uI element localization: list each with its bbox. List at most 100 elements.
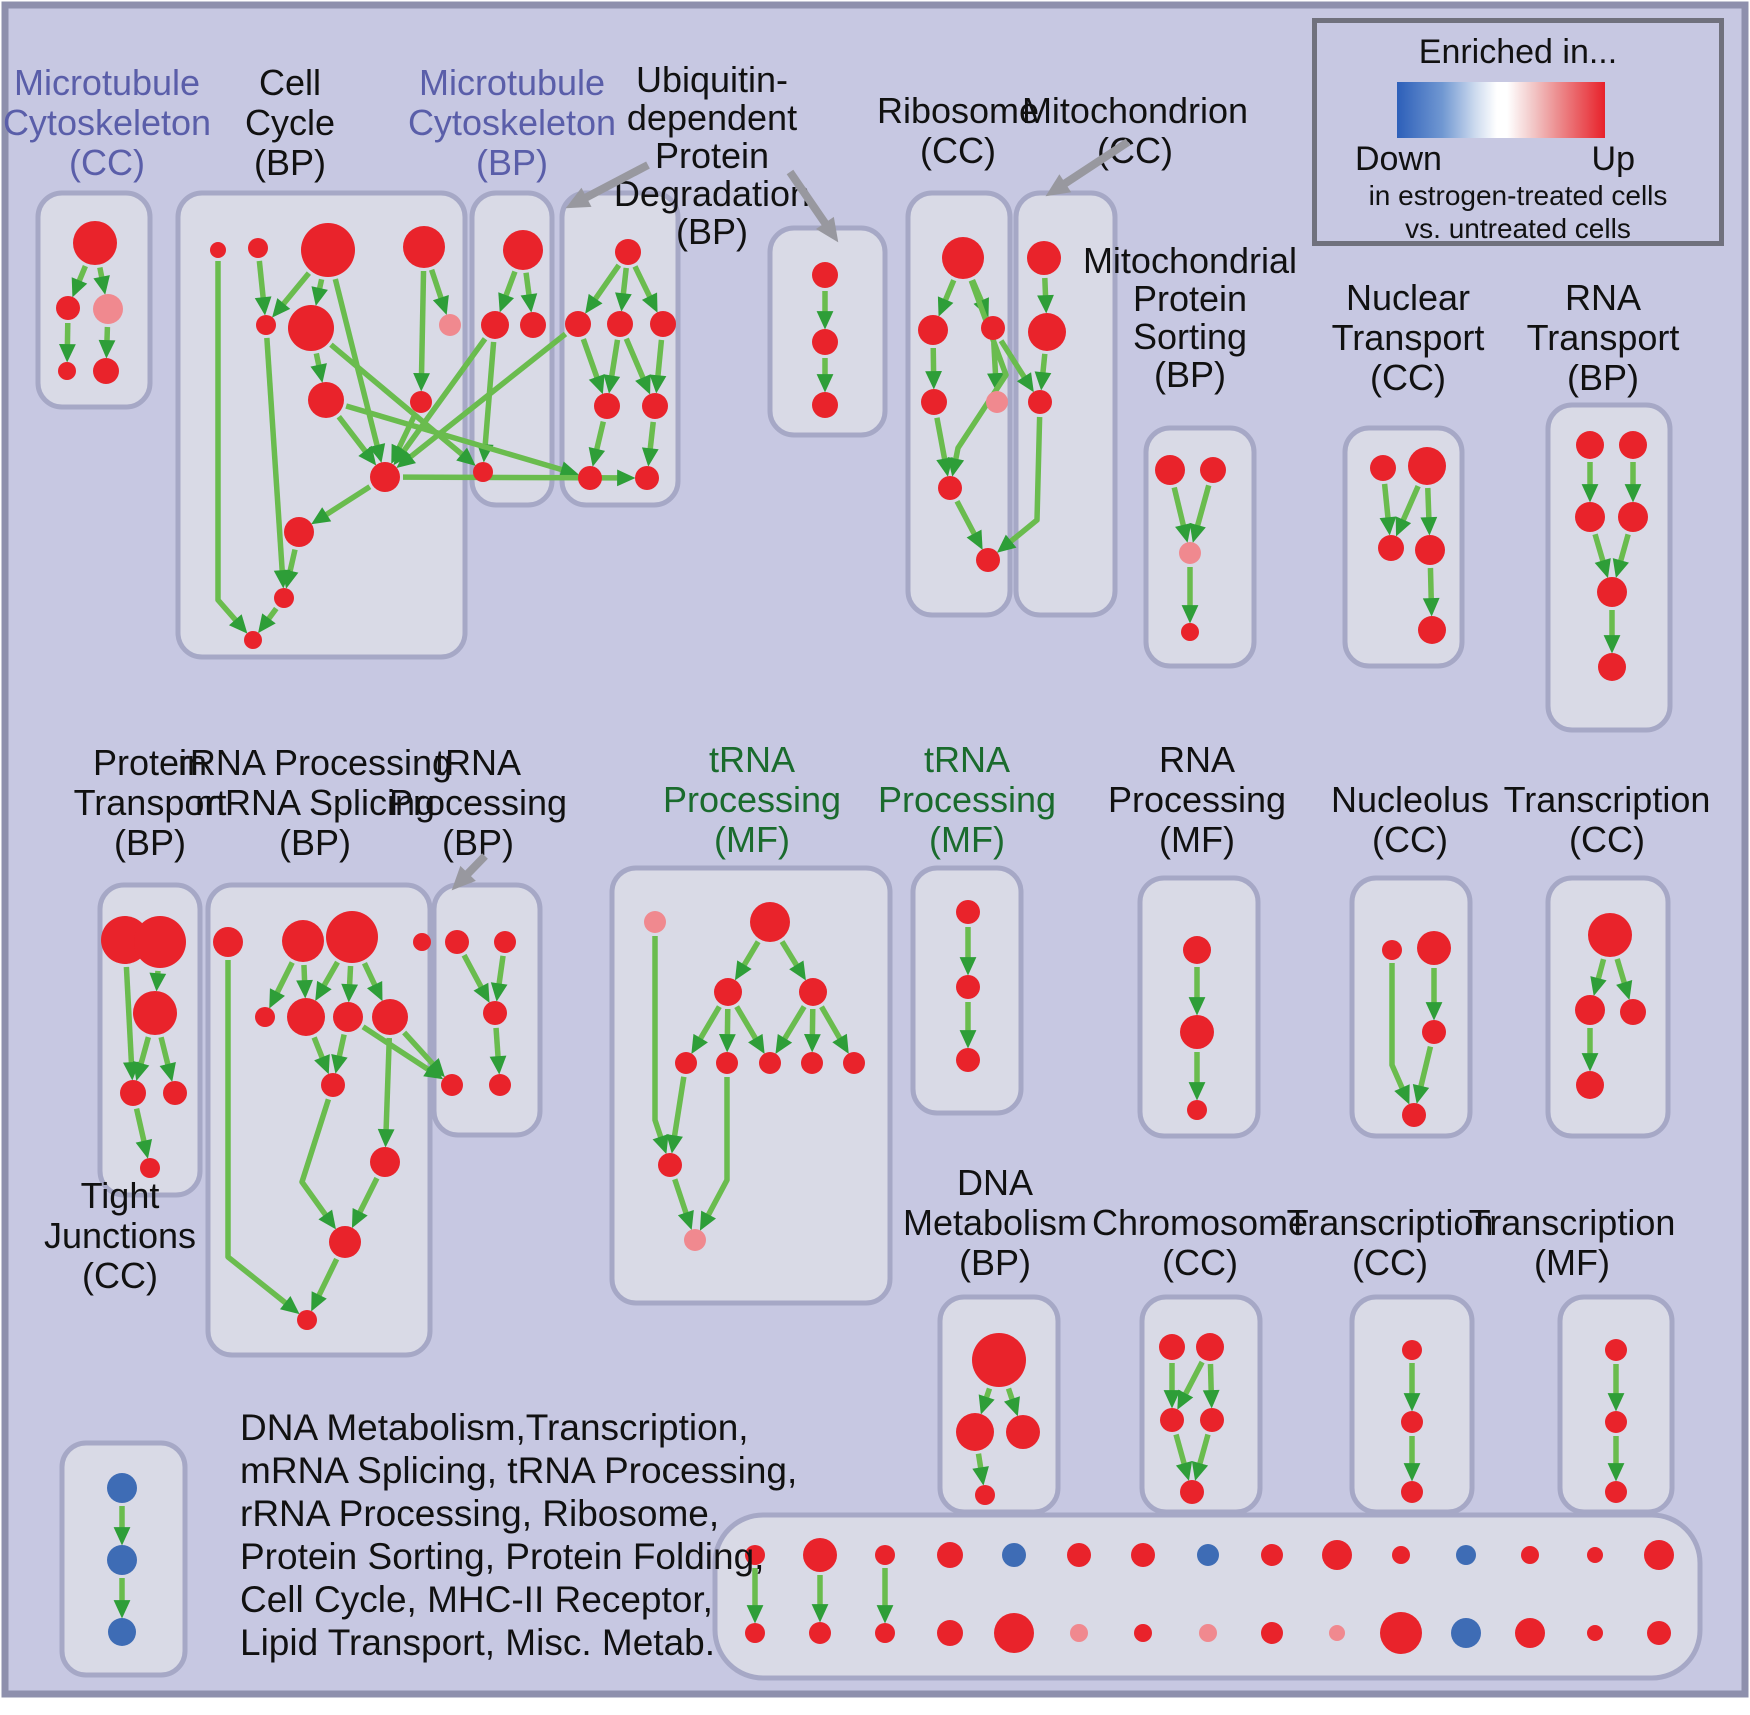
node-microtubule-cytoskeleton-bp [473,462,493,482]
node-ribosome-cc [981,316,1005,340]
node-mitochondrial-protein-sorting-bp [1181,623,1199,641]
node-ubiquitin-degradation-box-2 [812,262,838,288]
node-transcription-mf [1605,1481,1627,1503]
edge-protein-transport-bp [133,1107,153,1159]
group-box-rna-processing-mf [1137,875,1261,1139]
node-dna-metabolism-bp [972,1333,1026,1387]
node-misc-top [1002,1543,1026,1567]
group-label-microtubule-cytoskeleton-cc: Cytoskeleton [3,102,211,143]
node-ribosome-cc [918,315,948,345]
node-mitochondrion-cc [1028,390,1052,414]
node-misc-bottom [937,1620,963,1646]
node-rrna-processing-mrna-splicing-bp [372,999,408,1035]
node-tight-junctions-cc [108,1618,136,1646]
group-box-cell-cycle-bp [175,190,468,660]
edge-microtubule-cytoskeleton-bp [498,270,518,313]
cross-box-edge [402,1030,445,1078]
group-label-microtubule-cytoskeleton-bp: (BP) [476,142,548,183]
node-trna-processing-mf-large [750,902,790,942]
node-misc-top [1644,1540,1674,1570]
node-trna-processing-mf-large [675,1052,697,1074]
group-label-nuclear-transport-cc: (CC) [1370,357,1446,398]
group-label-rna-processing-mf: (MF) [1159,819,1235,860]
node-rrna-processing-mrna-splicing-bp [297,1310,317,1330]
group-label-mitochondrial-protein-sorting-bp: Protein [1133,278,1247,319]
cross-box-edge [361,1024,444,1080]
edge-ubiquitin-degradation-box-1 [641,421,659,467]
group-box-microtubule-cytoskeleton-bp [469,190,555,508]
group-label-ubiquitin-degradation-box-2: Ubiquitin- [636,59,788,100]
group-label-microtubule-cytoskeleton-bp: Cytoskeleton [408,102,616,143]
edge-cell-cycle-bp [264,337,291,589]
node-misc-top [1587,1547,1603,1563]
edge-rrna-processing-mrna-splicing-bp [331,1033,348,1074]
edge-nucleolus-cc [1412,1045,1434,1104]
node-microtubule-cytoskeleton-cc [73,221,117,265]
node-ribosome-cc [938,476,962,500]
group-label-transcription-cc-1: (CC) [1569,819,1645,860]
node-mitochondrion-cc [1027,241,1061,275]
node-rna-transport-bp [1598,653,1626,681]
group-label-rna-processing-mf: Processing [1108,779,1286,820]
group-label-cell-cycle-bp: (BP) [254,142,326,183]
node-misc-top [1197,1544,1219,1566]
node-trna-processing-mf-large [799,978,827,1006]
node-ubiquitin-degradation-box-1 [650,311,676,337]
node-trna-processing-mf-large [644,911,666,933]
edge-ubiquitin-degradation-box-1 [603,339,621,394]
group-box-chromosome-cc [1139,1294,1263,1515]
edge-trna-processing-mf-large [819,1005,849,1054]
node-rrna-processing-mrna-splicing-bp [287,998,325,1036]
node-transcription-cc-2 [1402,1340,1422,1360]
node-microtubule-cytoskeleton-cc [93,294,123,324]
edge-nuclear-transport-cc [1420,487,1438,536]
node-nucleolus-cc [1422,1020,1446,1044]
node-transcription-cc-1 [1575,995,1605,1025]
group-label-ubiquitin-degradation-box-2: (BP) [676,211,748,252]
node-misc-top [1322,1540,1352,1570]
node-cell-cycle-bp [308,382,344,418]
edge-cell-cycle-bp [413,270,430,392]
node-trna-processing-mf-large [759,1052,781,1074]
node-rrna-processing-mrna-splicing-bp [329,1226,361,1258]
edge-trna-processing-mf-large [734,940,761,981]
node-cell-cycle-bp [274,588,294,608]
node-misc-top [745,1545,765,1565]
legend-scale-row: Down Up [1317,138,1719,179]
edge-transcription-cc-1 [1590,958,1607,996]
node-ribosome-cc [976,548,1000,572]
mitochondrion-label-arrow [1045,138,1131,197]
group-label-mitochondrion-cc: Mitochondrion [1022,90,1248,131]
group-box-nucleolus-cc [1349,875,1473,1139]
group-label-trna-processing-mf-large: tRNA [709,739,795,780]
node-transcription-cc-1 [1576,1071,1604,1099]
node-misc-top [803,1538,837,1572]
misc-categories-text-line: Protein Sorting, Protein Folding, [240,1536,764,1577]
node-ubiquitin-degradation-box-1 [635,466,659,490]
node-nucleolus-cc [1417,931,1451,965]
edge-ubiquitin-degradation-box-1 [585,263,622,314]
group-label-protein-transport-bp: Transport [74,782,227,823]
edge-rrna-processing-mrna-splicing-bp [351,1176,380,1229]
edge-cell-cycle-bp [391,413,418,464]
group-label-ubiquitin-degradation-box-2: dependent [627,97,797,138]
node-dna-metabolism-bp [956,1413,994,1451]
edge-nucleolus-cc [1389,963,1410,1105]
group-box-transcription-mf [1557,1294,1675,1515]
legend-subtitle-2: vs. untreated cells [1405,213,1631,244]
node-chromosome-cc [1159,1334,1185,1360]
node-misc-top [1521,1546,1539,1564]
edge-nuclear-transport-cc [1422,567,1440,617]
edge-trna-processing-mf-large [779,940,806,981]
node-misc-bottom [1261,1622,1283,1644]
group-label-trna-processing-bp: (BP) [442,822,514,863]
group-label-mitochondrial-protein-sorting-bp: Sorting [1133,316,1247,357]
group-label-rrna-processing-mrna-splicing-bp: (BP) [279,822,351,863]
misc-categories-text-line: Cell Cycle, MHC-II Receptor, [240,1579,713,1620]
node-nucleolus-cc [1382,940,1402,960]
node-rrna-processing-mrna-splicing-bp [282,920,324,962]
group-label-ubiquitin-degradation-box-2: Degradation [614,173,810,214]
group-label-tight-junctions-cc: Junctions [44,1215,196,1256]
misc-categories-text-line: DNA Metabolism,Transcription, [240,1407,749,1448]
edge-ubiquitin-degradation-box-1 [580,338,605,395]
